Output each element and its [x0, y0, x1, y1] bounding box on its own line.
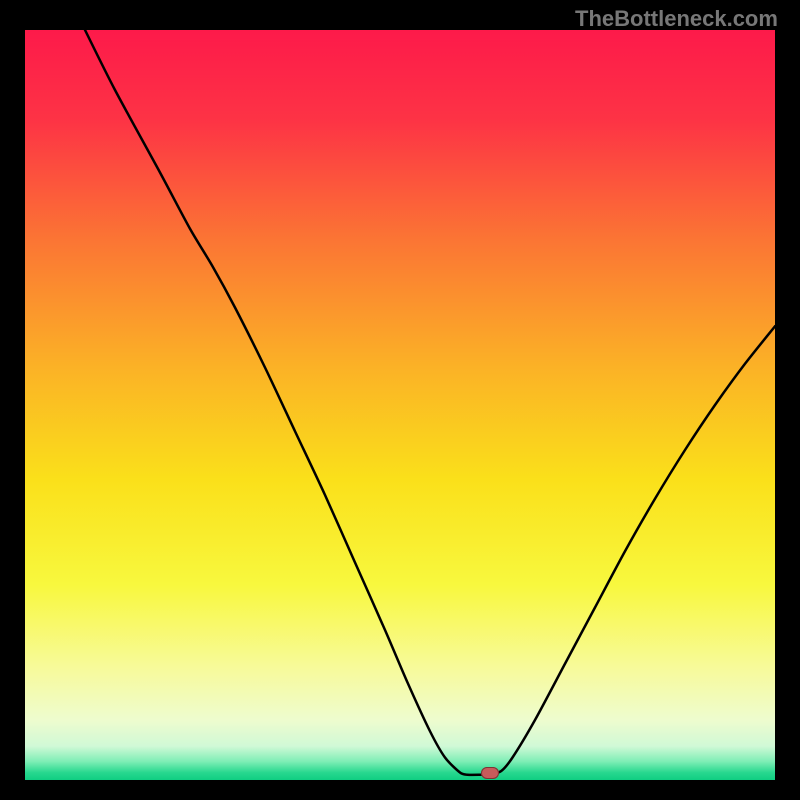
watermark-text: TheBottleneck.com [575, 6, 778, 32]
bottleneck-curve [25, 30, 775, 780]
bottleneck-chart [25, 30, 775, 780]
optimal-point-marker [481, 767, 499, 779]
